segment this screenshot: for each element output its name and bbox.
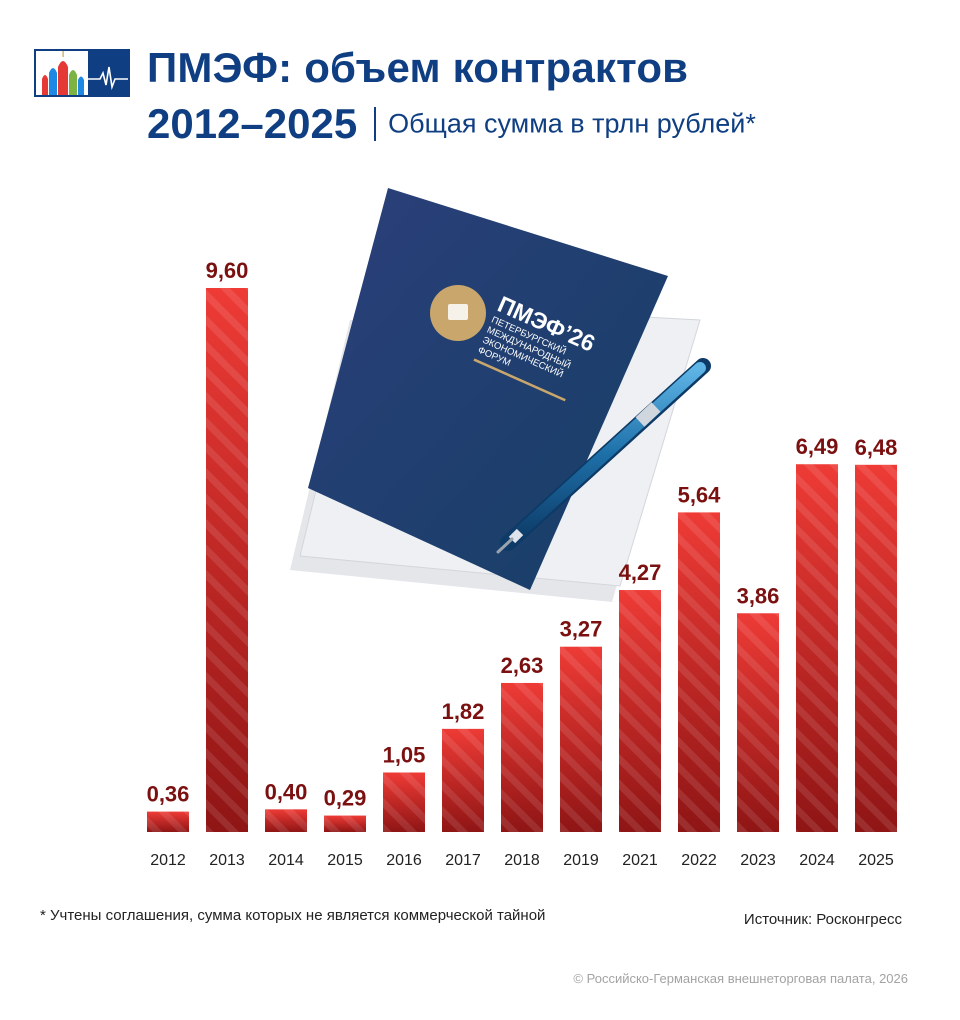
- value-label-2012: 0,36: [147, 782, 190, 807]
- bar-stripes-2012: [147, 811, 189, 832]
- data-labels-group: 0,36 9,60 0,40 0,29 1,05 1,82 2,63 3,27 4,27 5,64…: [147, 258, 898, 811]
- pen-icon: [496, 358, 711, 554]
- x-tick-2012: 2012: [150, 852, 186, 869]
- bar-stripes-2016: [383, 772, 425, 832]
- bar-stripes-2014: [265, 809, 307, 832]
- page-subtitle: Общая сумма в трлн рублей*: [388, 108, 756, 139]
- page-title-line1: ПМЭФ: объем контрактов: [147, 44, 689, 91]
- value-label-2025: 6,48: [855, 435, 898, 460]
- x-tick-2018: 2018: [504, 852, 540, 869]
- copyright: © Российско-Германская внешнеторговая па…: [573, 971, 908, 986]
- bar-stripes-2018: [501, 682, 543, 832]
- value-label-2022: 5,64: [678, 482, 722, 507]
- ahk-logo: [34, 49, 130, 97]
- value-label-2016: 1,05: [383, 743, 426, 768]
- value-label-2023: 3,86: [737, 583, 780, 608]
- bar-stripes-2022: [678, 512, 720, 832]
- title-divider: [373, 107, 376, 141]
- bar-stripes-2024: [796, 464, 838, 832]
- value-label-2015: 0,29: [324, 786, 367, 811]
- forum-folder-illustration: ПМЭФ’26 ПЕТЕРБУРГСКИЙ МЕЖДУНАРОДНЫЙ ЭКОН…: [290, 188, 711, 602]
- x-tick-2019: 2019: [563, 852, 599, 869]
- x-tick-2025: 2025: [858, 852, 894, 869]
- bar-stripes-2019: [560, 646, 602, 832]
- page-title-line2: 2012–2025: [147, 100, 358, 147]
- value-label-2019: 3,27: [560, 617, 603, 642]
- x-tick-2017: 2017: [445, 852, 481, 869]
- value-label-2024: 6,49: [796, 434, 839, 459]
- x-axis-labels: 2012 2013 2014 2015 2016 2017 2018 2019 2021 2022…: [150, 852, 894, 869]
- bar-chart: ПМЭФ’26 ПЕТЕРБУРГСКИЙ МЕЖДУНАРОДНЫЙ ЭКОН…: [147, 188, 898, 869]
- bar-stripes-2021: [619, 590, 661, 832]
- x-tick-2013: 2013: [209, 852, 245, 869]
- bar-stripes-2017: [442, 728, 484, 832]
- x-tick-2023: 2023: [740, 852, 776, 869]
- bar-stripes-2015: [324, 815, 366, 832]
- bar-stripes-2025: [855, 464, 897, 832]
- value-label-2017: 1,82: [442, 699, 485, 724]
- x-tick-2014: 2014: [268, 852, 304, 869]
- x-tick-2024: 2024: [799, 852, 835, 869]
- value-label-2021: 4,27: [619, 560, 662, 585]
- value-label-2018: 2,63: [501, 653, 544, 678]
- x-tick-2022: 2022: [681, 852, 717, 869]
- title-row: 2012–2025 Общая сумма в трлн рублей*: [147, 100, 756, 156]
- x-tick-2021: 2021: [622, 852, 658, 869]
- x-tick-2015: 2015: [327, 852, 363, 869]
- bars-group: [147, 288, 897, 832]
- source-note: Источник: Росконгресс: [743, 911, 902, 928]
- x-tick-2016: 2016: [386, 852, 422, 869]
- footnote: * Учтены соглашения, сумма которых не яв…: [40, 907, 546, 924]
- bar-stripes-2013: [206, 288, 248, 832]
- bar-stripes-2023: [737, 613, 779, 832]
- value-label-2014: 0,40: [265, 779, 308, 804]
- value-label-2013: 9,60: [206, 258, 249, 283]
